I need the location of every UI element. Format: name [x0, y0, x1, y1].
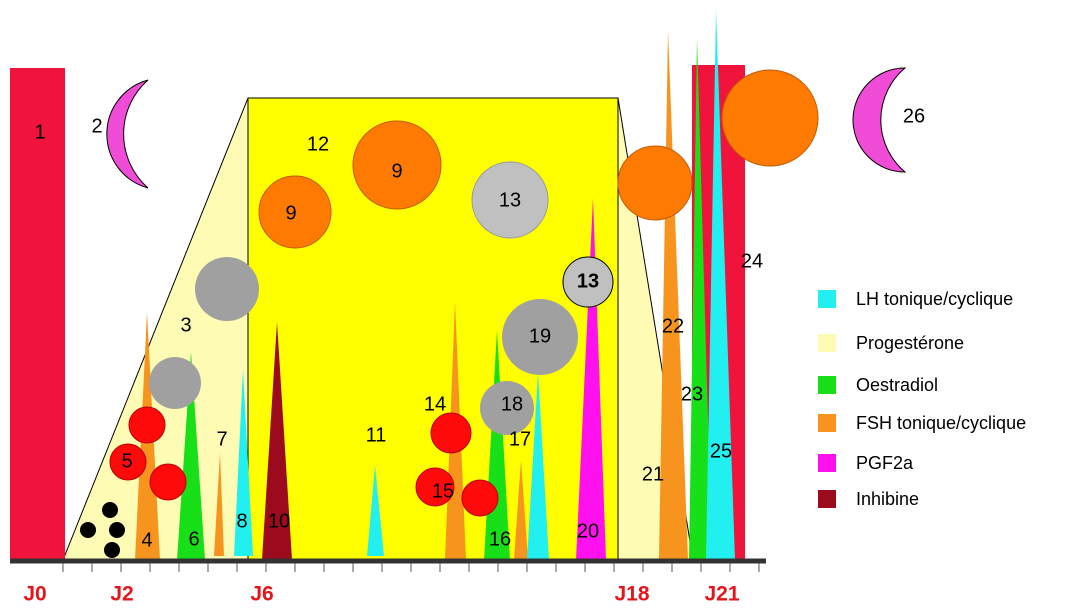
label: 11 [366, 424, 387, 446]
label: 12 [307, 133, 329, 155]
label: 6 [188, 528, 199, 550]
circle [195, 257, 259, 321]
legend-label: PGF2a [856, 453, 914, 473]
label: 26 [903, 105, 925, 127]
legend-swatch [818, 490, 836, 508]
label: 7 [216, 428, 227, 450]
label: 13 [577, 270, 599, 292]
label: 5 [121, 450, 132, 472]
label: 9 [391, 160, 402, 182]
label: 19 [529, 325, 551, 347]
axis-label: J18 [614, 583, 649, 606]
legend-label: FSH tonique/cyclique [856, 413, 1026, 433]
label: 1 [34, 121, 45, 143]
legend-label: Progestérone [856, 333, 964, 353]
label: 24 [741, 250, 763, 272]
legend-label: Inhibine [856, 489, 919, 509]
label: 23 [681, 383, 703, 405]
circle [149, 357, 201, 409]
label: 3 [180, 314, 191, 336]
legend-swatch [818, 414, 836, 432]
axis-label: J0 [23, 583, 46, 606]
circle [462, 480, 498, 516]
label: 13 [499, 189, 521, 211]
label: 4 [141, 529, 152, 551]
label: 10 [268, 510, 290, 532]
legend-swatch [818, 290, 836, 308]
dot [109, 522, 125, 538]
legend-swatch [818, 334, 836, 352]
circle [129, 407, 165, 443]
crescent [853, 68, 905, 172]
crescent [107, 80, 148, 188]
dot [102, 502, 118, 518]
dot [80, 522, 96, 538]
legend-label: LH tonique/cyclique [856, 289, 1013, 309]
label: 15 [432, 480, 454, 502]
axis-label: J21 [704, 583, 739, 606]
circle [618, 146, 692, 220]
label: 20 [577, 520, 599, 542]
circle [431, 413, 471, 453]
label: 25 [710, 440, 732, 462]
axis-label: J2 [110, 583, 133, 606]
axis-label: J6 [250, 583, 273, 606]
label: 22 [662, 315, 684, 337]
label: 16 [489, 528, 511, 550]
label: 8 [236, 510, 247, 532]
label: 2 [91, 115, 102, 137]
legend-swatch [818, 376, 836, 394]
label: 9 [285, 202, 296, 224]
label: 18 [501, 393, 523, 415]
circle [150, 464, 186, 500]
legend-label: Oestradiol [856, 375, 938, 395]
diagram: 1 2 3 4 5 6 7 8 9 9 10 11 12 13 13 14 15… [0, 0, 1071, 609]
label: 17 [509, 428, 531, 450]
label: 21 [642, 463, 664, 485]
label: 14 [424, 393, 446, 415]
dot [104, 542, 120, 558]
legend-swatch [818, 454, 836, 472]
circle [722, 70, 818, 166]
